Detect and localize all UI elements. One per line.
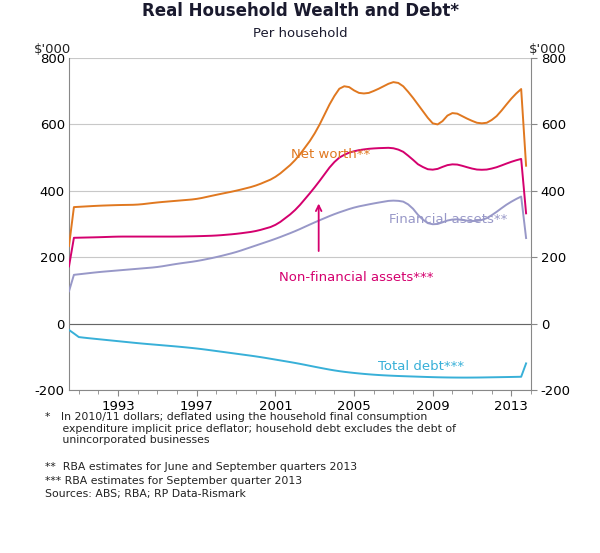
- Text: Net worth**: Net worth**: [291, 148, 370, 161]
- Text: Per household: Per household: [253, 27, 347, 40]
- Text: Financial assets**: Financial assets**: [389, 212, 508, 226]
- Text: Sources: ABS; RBA; RP Data-Rismark: Sources: ABS; RBA; RP Data-Rismark: [45, 489, 246, 499]
- Text: $'000: $'000: [529, 43, 566, 56]
- Text: Real Household Wealth and Debt*: Real Household Wealth and Debt*: [142, 2, 458, 20]
- Text: Total debt***: Total debt***: [377, 359, 464, 373]
- Text: **  RBA estimates for June and September quarters 2013: ** RBA estimates for June and September …: [45, 462, 357, 472]
- Text: *   In 2010/11 dollars; deflated using the household final consumption
     expe: * In 2010/11 dollars; deflated using the…: [45, 412, 456, 445]
- Text: Non-financial assets***: Non-financial assets***: [280, 272, 434, 284]
- Text: *** RBA estimates for September quarter 2013: *** RBA estimates for September quarter …: [45, 476, 302, 486]
- Text: $'000: $'000: [34, 43, 71, 56]
